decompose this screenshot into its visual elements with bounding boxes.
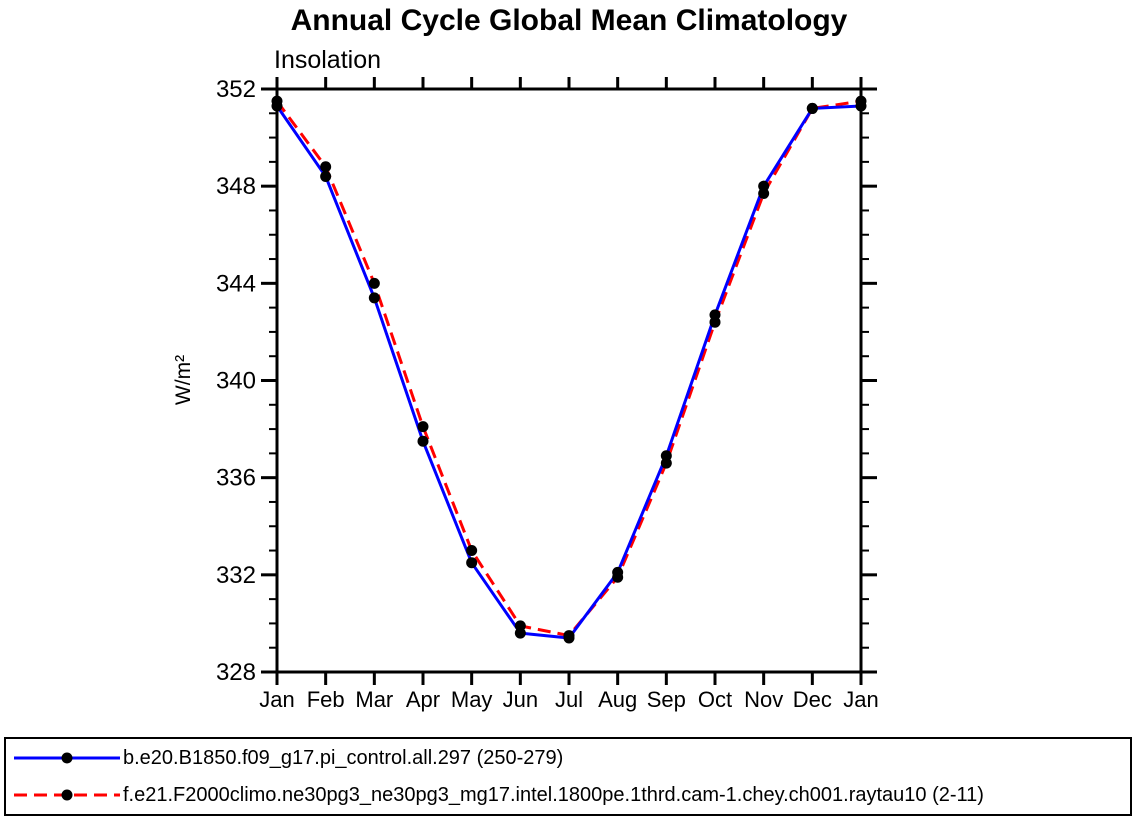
legend-marker-icon — [61, 752, 73, 764]
data-point-marker — [466, 545, 478, 557]
data-point-marker — [660, 457, 672, 469]
legend-marker-icon — [61, 789, 73, 801]
x-tick-label: Jun — [503, 687, 538, 712]
data-point-marker — [368, 292, 380, 304]
legend-label: b.e20.B1850.f09_g17.pi_control.all.297 (… — [123, 746, 564, 769]
data-point-marker — [368, 277, 380, 289]
legend: b.e20.B1850.f09_g17.pi_control.all.297 (… — [4, 737, 1132, 816]
chart-subtitle: Insolation — [274, 46, 382, 74]
data-point-marker — [514, 620, 526, 632]
x-tick-label: Sep — [647, 687, 686, 712]
data-point-marker — [806, 102, 818, 114]
data-point-marker — [271, 95, 283, 107]
data-point-marker — [709, 316, 721, 328]
legend-sample-svg — [14, 752, 120, 764]
x-tick-label: Jan — [259, 687, 294, 712]
data-point-marker — [855, 95, 867, 107]
legend-item: b.e20.B1850.f09_g17.pi_control.all.297 (… — [14, 746, 563, 770]
series-line-blue — [275, 104, 862, 640]
y-tick-label: 328 — [216, 659, 256, 686]
x-tick-label: Feb — [307, 687, 345, 712]
data-point-marker — [758, 187, 770, 199]
data-point-marker — [417, 435, 429, 447]
x-tick-label: Mar — [355, 687, 393, 712]
legend-line-sample-solid-blue — [14, 748, 120, 768]
data-point-marker — [563, 630, 575, 642]
x-tick-label: Jan — [843, 687, 878, 712]
x-tick-label: Aug — [598, 687, 637, 712]
legend-line-sample-dashed-red — [14, 785, 120, 805]
legend-item: f.e21.F2000climo.ne30pg3_ne30pg3_mg17.in… — [14, 783, 984, 807]
x-tick-label: Jul — [555, 687, 583, 712]
y-axis-label: W/m² — [172, 354, 195, 406]
axis-frame — [275, 87, 863, 674]
data-point-marker — [320, 170, 332, 182]
x-tick-label: Oct — [698, 687, 732, 712]
legend-label: f.e21.F2000climo.ne30pg3_ne30pg3_mg17.in… — [123, 783, 984, 806]
data-point-marker — [417, 421, 429, 433]
legend-sample-svg — [14, 789, 120, 801]
y-tick-label: 340 — [216, 368, 256, 395]
x-tick-label: Apr — [406, 687, 440, 712]
x-tick-label: Dec — [793, 687, 832, 712]
x-tick-label: Nov — [744, 687, 783, 712]
data-point-marker — [612, 571, 624, 583]
y-tick-label: 336 — [216, 465, 256, 492]
y-tick-label: 352 — [216, 76, 256, 103]
y-tick-label: 344 — [216, 270, 256, 297]
chart-title: Annual Cycle Global Mean Climatology — [290, 4, 848, 37]
data-point-marker — [320, 161, 332, 173]
y-tick-label: 348 — [216, 173, 256, 200]
series-line-red — [275, 99, 862, 638]
y-tick-label: 332 — [216, 562, 256, 589]
x-tick-label: May — [451, 687, 493, 712]
data-point-marker — [466, 557, 478, 569]
